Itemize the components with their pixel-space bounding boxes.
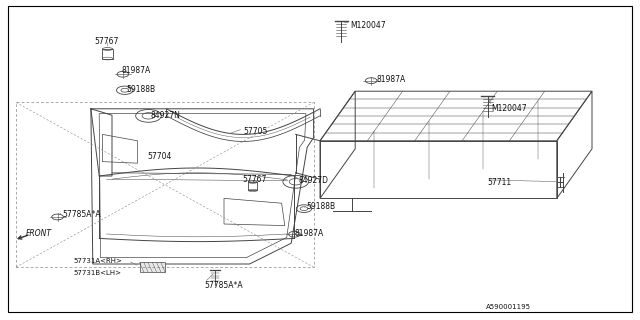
Text: 57711: 57711 <box>488 178 512 187</box>
Text: 59188B: 59188B <box>306 202 335 211</box>
Bar <box>248 182 257 190</box>
Text: M120047: M120047 <box>351 21 387 30</box>
Text: 84927D: 84927D <box>298 176 328 185</box>
Text: M120047: M120047 <box>492 104 527 113</box>
Text: 81987A: 81987A <box>122 66 151 75</box>
Bar <box>140 262 165 272</box>
Text: 57785A*A: 57785A*A <box>63 210 101 219</box>
Text: 57785A*A: 57785A*A <box>205 281 243 290</box>
Text: 81987A: 81987A <box>376 76 406 84</box>
Text: 57767: 57767 <box>242 175 266 184</box>
Text: 59188B: 59188B <box>127 85 156 94</box>
Text: 84927N: 84927N <box>150 111 180 120</box>
Text: FRONT: FRONT <box>26 229 52 238</box>
Text: 57705: 57705 <box>243 127 268 136</box>
Text: 57731A<RH>: 57731A<RH> <box>74 258 122 264</box>
Bar <box>102 49 113 59</box>
Text: A590001195: A590001195 <box>486 304 531 309</box>
Text: 57767: 57767 <box>95 37 119 46</box>
Text: 57731B<LH>: 57731B<LH> <box>74 270 122 276</box>
Text: 81987A: 81987A <box>294 229 324 238</box>
Text: 57704: 57704 <box>147 152 172 161</box>
